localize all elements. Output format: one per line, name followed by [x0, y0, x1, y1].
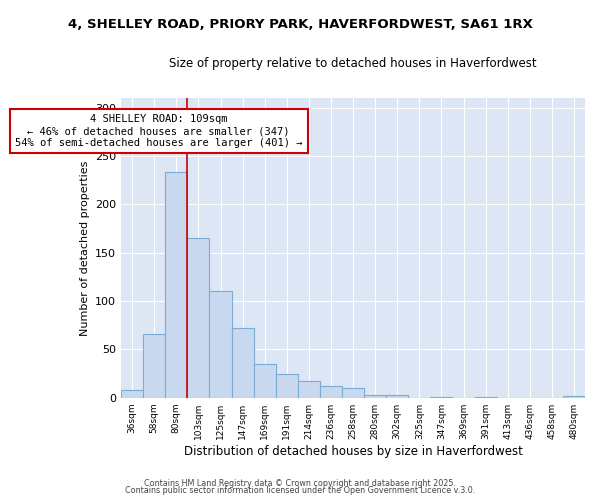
Bar — [342, 388, 364, 398]
Bar — [430, 396, 452, 398]
Bar — [475, 396, 497, 398]
Bar — [364, 395, 386, 398]
Text: 4 SHELLEY ROAD: 109sqm
← 46% of detached houses are smaller (347)
54% of semi-de: 4 SHELLEY ROAD: 109sqm ← 46% of detached… — [15, 114, 302, 148]
Bar — [143, 334, 165, 398]
Bar — [187, 238, 209, 398]
X-axis label: Distribution of detached houses by size in Haverfordwest: Distribution of detached houses by size … — [184, 444, 523, 458]
Bar — [298, 382, 320, 398]
Bar — [276, 374, 298, 398]
Bar — [121, 390, 143, 398]
Text: 4, SHELLEY ROAD, PRIORY PARK, HAVERFORDWEST, SA61 1RX: 4, SHELLEY ROAD, PRIORY PARK, HAVERFORDW… — [68, 18, 532, 30]
Bar — [232, 328, 254, 398]
Bar — [165, 172, 187, 398]
Bar — [563, 396, 585, 398]
Text: Contains public sector information licensed under the Open Government Licence v.: Contains public sector information licen… — [125, 486, 475, 495]
Bar — [320, 386, 342, 398]
Bar — [209, 292, 232, 398]
Y-axis label: Number of detached properties: Number of detached properties — [80, 160, 89, 336]
Text: Contains HM Land Registry data © Crown copyright and database right 2025.: Contains HM Land Registry data © Crown c… — [144, 478, 456, 488]
Title: Size of property relative to detached houses in Haverfordwest: Size of property relative to detached ho… — [169, 58, 537, 70]
Bar — [254, 364, 276, 398]
Bar — [386, 395, 408, 398]
